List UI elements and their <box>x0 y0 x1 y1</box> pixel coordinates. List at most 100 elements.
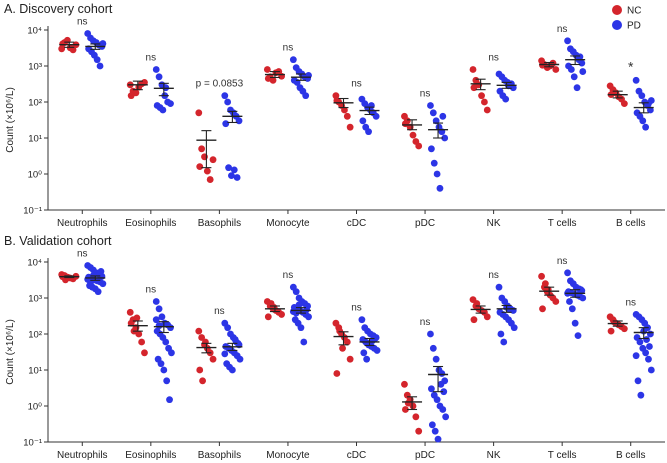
data-point-pd <box>363 355 371 363</box>
data-point-nc <box>415 427 423 435</box>
data-point-nc <box>412 413 420 421</box>
data-point-nc <box>127 92 135 100</box>
data-point-nc <box>195 109 203 117</box>
data-point-nc <box>473 300 481 307</box>
data-point-pd <box>441 134 449 142</box>
data-point-nc <box>196 366 204 374</box>
data-point-pd <box>429 344 437 352</box>
data-point-pd <box>646 343 653 350</box>
data-point-nc <box>402 120 409 128</box>
data-point-pd <box>221 92 229 100</box>
data-point-pd <box>358 316 366 324</box>
data-point-nc <box>202 338 209 346</box>
data-point-pd <box>292 288 300 296</box>
x-tick-label: B cells <box>616 450 645 461</box>
significance-label: * <box>628 58 634 74</box>
data-point-pd <box>159 106 167 114</box>
data-point-pd <box>167 324 174 332</box>
data-point-nc <box>195 327 203 335</box>
data-point-pd <box>577 286 585 294</box>
significance-label: ns <box>283 270 294 281</box>
panel-title: B. Validation cohort <box>4 234 112 248</box>
x-tick-label: B cells <box>616 218 645 229</box>
data-point-pd <box>642 349 650 357</box>
data-point-pd <box>224 98 232 106</box>
data-point-nc <box>415 142 423 150</box>
y-tick-label: 10¹ <box>28 366 42 377</box>
data-point-pd <box>442 413 450 421</box>
y-tick-label: 10⁻¹ <box>23 438 42 449</box>
data-point-pd <box>427 330 434 338</box>
data-point-pd <box>570 73 578 81</box>
data-point-nc <box>401 380 408 388</box>
data-point-pd <box>225 164 232 172</box>
data-point-pd <box>224 324 232 332</box>
data-point-nc <box>141 349 148 357</box>
data-point-nc <box>539 305 546 313</box>
significance-label: ns <box>420 88 431 99</box>
significance-label: ns <box>77 248 88 259</box>
data-point-pd <box>497 330 505 338</box>
data-point-pd <box>579 68 587 75</box>
data-point-pd <box>230 166 238 174</box>
data-point-pd <box>297 324 305 332</box>
data-point-pd <box>643 336 650 343</box>
data-point-pd <box>632 76 640 84</box>
data-point-pd <box>636 338 644 346</box>
data-point-nc <box>133 314 141 322</box>
x-tick-label: NK <box>487 450 501 461</box>
data-point-pd <box>638 92 646 100</box>
data-point-pd <box>359 117 367 125</box>
data-point-nc <box>343 338 351 346</box>
panel-title: A. Discovery cohort <box>4 2 113 16</box>
data-point-pd <box>632 352 640 360</box>
data-point-nc <box>346 355 354 363</box>
data-point-nc <box>59 40 67 48</box>
data-point-pd <box>373 347 381 354</box>
data-point-pd <box>567 66 575 73</box>
x-tick-label: Monocyte <box>266 450 310 461</box>
data-point-pd <box>571 319 579 327</box>
data-point-pd <box>564 269 571 277</box>
data-point-nc <box>264 313 272 321</box>
x-tick-label: cDC <box>347 450 366 461</box>
data-point-pd <box>152 66 160 73</box>
data-point-pd <box>97 267 105 275</box>
data-point-pd <box>96 62 104 70</box>
y-tick-label: 10⁰ <box>28 170 43 181</box>
data-point-pd <box>158 313 166 321</box>
data-point-nc <box>620 100 628 108</box>
data-point-pd <box>302 92 310 100</box>
data-point-pd <box>647 366 655 374</box>
data-point-pd <box>645 355 652 363</box>
data-point-nc <box>209 355 217 363</box>
data-point-pd <box>155 322 163 330</box>
data-point-pd <box>94 288 102 296</box>
data-point-nc <box>404 399 412 407</box>
significance-label: ns <box>146 52 157 63</box>
data-point-pd <box>431 427 439 435</box>
data-point-pd <box>576 53 584 61</box>
data-point-pd <box>99 280 107 288</box>
data-point-pd <box>433 170 441 178</box>
data-point-pd <box>166 396 173 404</box>
legend-label-pd: PD <box>627 21 641 32</box>
data-point-pd <box>155 305 163 313</box>
data-point-pd <box>430 159 438 167</box>
data-point-nc <box>620 325 628 333</box>
significance-label: ns <box>625 297 636 308</box>
legend-marker-pd <box>612 20 622 30</box>
data-point-nc <box>336 327 344 335</box>
data-point-nc <box>199 377 206 385</box>
data-point-pd <box>433 396 441 404</box>
x-tick-label: pDC <box>415 218 435 229</box>
x-tick-label: Neutrophils <box>57 450 108 461</box>
data-point-pd <box>93 56 101 64</box>
data-point-nc <box>263 66 271 73</box>
data-point-pd <box>646 330 654 338</box>
significance-label: ns <box>420 317 431 328</box>
data-point-nc <box>203 167 211 175</box>
data-point-nc <box>198 334 206 341</box>
data-point-pd <box>439 112 447 120</box>
